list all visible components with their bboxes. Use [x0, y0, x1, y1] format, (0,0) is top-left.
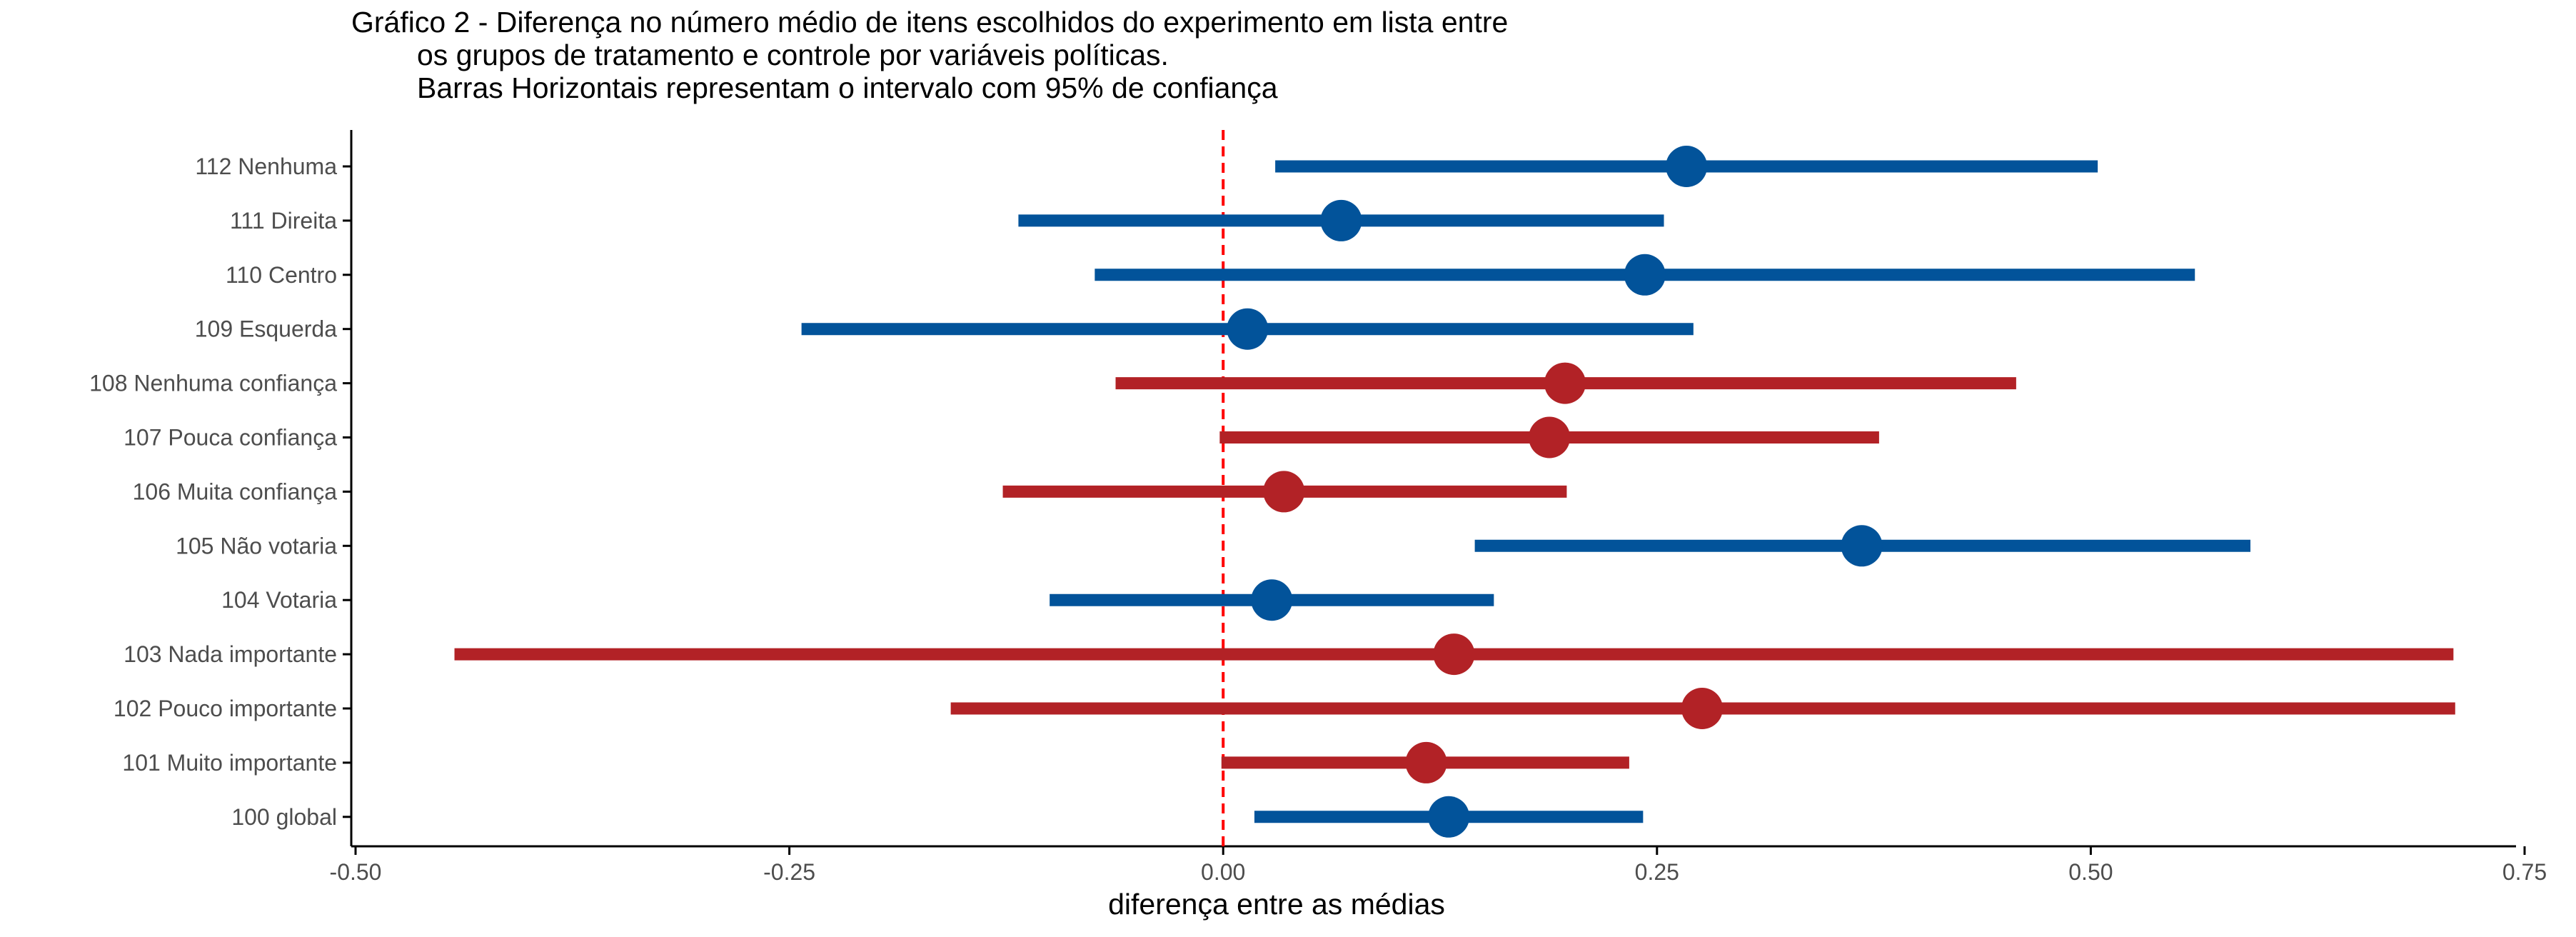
- chart-title-line-3: Barras Horizontais representam o interva…: [417, 71, 1278, 104]
- point-estimate: [1433, 633, 1475, 676]
- point-estimate: [1681, 688, 1723, 729]
- y-tick-label: 107 Pouca confiança: [124, 425, 337, 451]
- x-axis-title: diferença entre as médias: [1108, 888, 1445, 921]
- x-tick-label: 0.50: [2068, 859, 2113, 885]
- point-estimate: [1544, 362, 1586, 404]
- point-estimate: [1227, 308, 1269, 350]
- x-tick-label: 0.25: [1635, 859, 1679, 885]
- x-tick-label: 0.75: [2502, 859, 2547, 885]
- y-tick-label: 100 global: [231, 804, 337, 830]
- point-estimate: [1405, 741, 1447, 783]
- point-estimate: [1529, 416, 1571, 459]
- point-estimate: [1251, 579, 1293, 621]
- point-estimate: [1841, 525, 1883, 567]
- y-tick-label: 112 Nenhuma: [195, 154, 337, 179]
- point-estimate: [1320, 199, 1362, 241]
- y-tick-label: 105 Não votaria: [176, 533, 337, 558]
- y-tick-label: 102 Pouco importante: [114, 696, 337, 721]
- y-tick-label: 106 Muita confiança: [133, 478, 338, 504]
- y-tick-label: 103 Nada importante: [124, 641, 337, 667]
- x-tick-label: -0.25: [763, 859, 815, 885]
- chart-title-line-1: Gráfico 2 - Diferença no número médio de…: [351, 6, 1509, 39]
- y-tick-label: 108 Nenhuma confiança: [89, 371, 337, 396]
- point-estimate: [1624, 254, 1666, 296]
- point-estimate: [1428, 796, 1470, 838]
- y-tick-label: 111 Direita: [230, 208, 337, 234]
- y-tick-label: 110 Centro: [226, 262, 337, 288]
- chart-title: Gráfico 2 - Diferença no número médio de…: [351, 6, 1508, 104]
- y-tick-label: 109 Esquerda: [195, 316, 337, 342]
- point-estimate: [1666, 146, 1708, 187]
- point-estimate: [1263, 471, 1305, 513]
- chart-title-line-2: os grupos de tratamento e controle por v…: [417, 39, 1169, 71]
- y-tick-label: 104 Votaria: [221, 587, 337, 613]
- y-tick-label: 101 Muito importante: [122, 750, 337, 776]
- x-tick-label: -0.50: [330, 859, 382, 885]
- x-tick-label: 0.00: [1201, 859, 1245, 885]
